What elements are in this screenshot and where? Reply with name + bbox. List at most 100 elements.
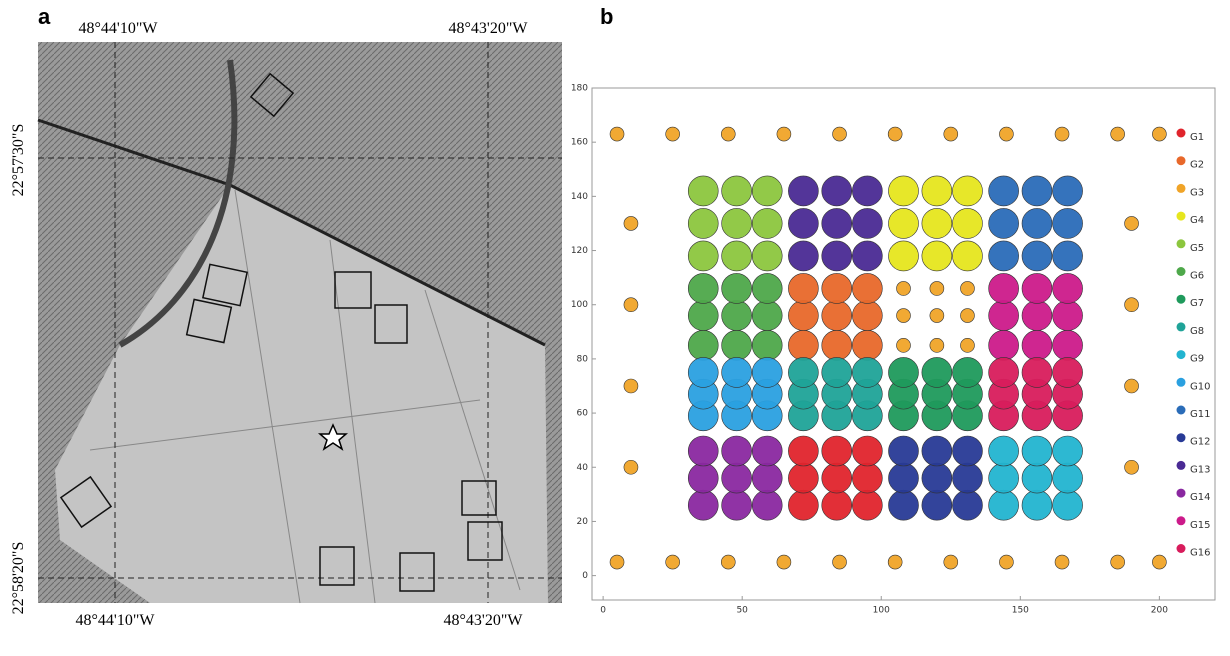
point <box>752 301 782 331</box>
point <box>1022 273 1052 303</box>
legend-label: G15 <box>1190 520 1210 531</box>
point <box>777 555 791 569</box>
point <box>852 463 882 493</box>
point <box>930 281 944 295</box>
point <box>897 309 911 323</box>
legend-marker <box>1177 129 1186 138</box>
chart: 050100150200020406080100120140160180G1G2… <box>571 84 1211 616</box>
legend-label: G7 <box>1190 298 1204 309</box>
point <box>624 298 638 312</box>
point <box>889 176 919 206</box>
point <box>1053 357 1083 387</box>
point <box>952 176 982 206</box>
point <box>722 208 752 238</box>
legend-marker <box>1177 461 1186 470</box>
y-tick-label: 120 <box>571 246 588 256</box>
point <box>688 208 718 238</box>
point <box>852 330 882 360</box>
legend-marker <box>1177 516 1186 525</box>
y-tick-label: 80 <box>577 354 589 364</box>
point <box>889 436 919 466</box>
point <box>722 241 752 271</box>
y-tick-label: 180 <box>571 84 588 94</box>
legend-marker <box>1177 350 1186 359</box>
legend-label: G10 <box>1190 381 1210 392</box>
point <box>1053 208 1083 238</box>
point <box>952 436 982 466</box>
point <box>788 357 818 387</box>
coord-label: 22°58'20"S <box>10 542 27 615</box>
point <box>960 338 974 352</box>
point <box>852 357 882 387</box>
point <box>777 127 791 141</box>
point <box>852 273 882 303</box>
legend-marker <box>1177 267 1186 276</box>
legend-label: G5 <box>1190 243 1204 254</box>
legend-label: G1 <box>1190 132 1204 143</box>
legend-label: G4 <box>1190 215 1204 226</box>
point <box>1053 301 1083 331</box>
point <box>897 281 911 295</box>
point <box>722 301 752 331</box>
point <box>721 127 735 141</box>
point <box>752 273 782 303</box>
legend-label: G12 <box>1190 437 1210 448</box>
point <box>930 338 944 352</box>
legend-label: G8 <box>1190 326 1204 337</box>
point <box>822 176 852 206</box>
point <box>788 301 818 331</box>
x-tick-label: 50 <box>736 606 748 616</box>
legend-marker <box>1177 184 1186 193</box>
legend-marker <box>1177 433 1186 442</box>
point <box>889 241 919 271</box>
point <box>1125 379 1139 393</box>
point <box>852 241 882 271</box>
point <box>822 301 852 331</box>
y-tick-label: 40 <box>577 463 589 473</box>
point <box>1053 436 1083 466</box>
legend-marker <box>1177 295 1186 304</box>
point <box>722 463 752 493</box>
y-tick-label: 60 <box>577 409 589 419</box>
point <box>989 490 1019 520</box>
point <box>722 436 752 466</box>
point <box>922 490 952 520</box>
point <box>752 330 782 360</box>
legend-marker <box>1177 212 1186 221</box>
point <box>833 555 847 569</box>
map: 48°44'10"W 48°43'20"W 48°44'10"W 48°43'2… <box>10 20 562 629</box>
legend-label: G3 <box>1190 187 1204 198</box>
y-tick-label: 100 <box>571 300 588 310</box>
legend-label: G16 <box>1190 548 1210 559</box>
point <box>788 273 818 303</box>
coord-label: 22°57'30"S <box>10 124 27 197</box>
point <box>688 330 718 360</box>
point <box>752 463 782 493</box>
point <box>1111 127 1125 141</box>
point <box>822 208 852 238</box>
point <box>752 208 782 238</box>
point <box>989 273 1019 303</box>
point <box>852 490 882 520</box>
legend-marker <box>1177 239 1186 248</box>
point <box>960 281 974 295</box>
point <box>944 555 958 569</box>
point <box>1053 273 1083 303</box>
point <box>922 357 952 387</box>
point <box>1022 208 1052 238</box>
point <box>1022 330 1052 360</box>
point <box>688 301 718 331</box>
y-tick-label: 160 <box>571 138 588 148</box>
point <box>897 338 911 352</box>
point <box>722 273 752 303</box>
point <box>752 490 782 520</box>
point <box>688 273 718 303</box>
coord-label: 48°43'20"W <box>444 612 524 629</box>
legend-label: G9 <box>1190 354 1204 365</box>
point <box>610 127 624 141</box>
point <box>989 330 1019 360</box>
point <box>1022 176 1052 206</box>
x-tick-label: 100 <box>873 606 890 616</box>
point <box>688 241 718 271</box>
point <box>1053 490 1083 520</box>
